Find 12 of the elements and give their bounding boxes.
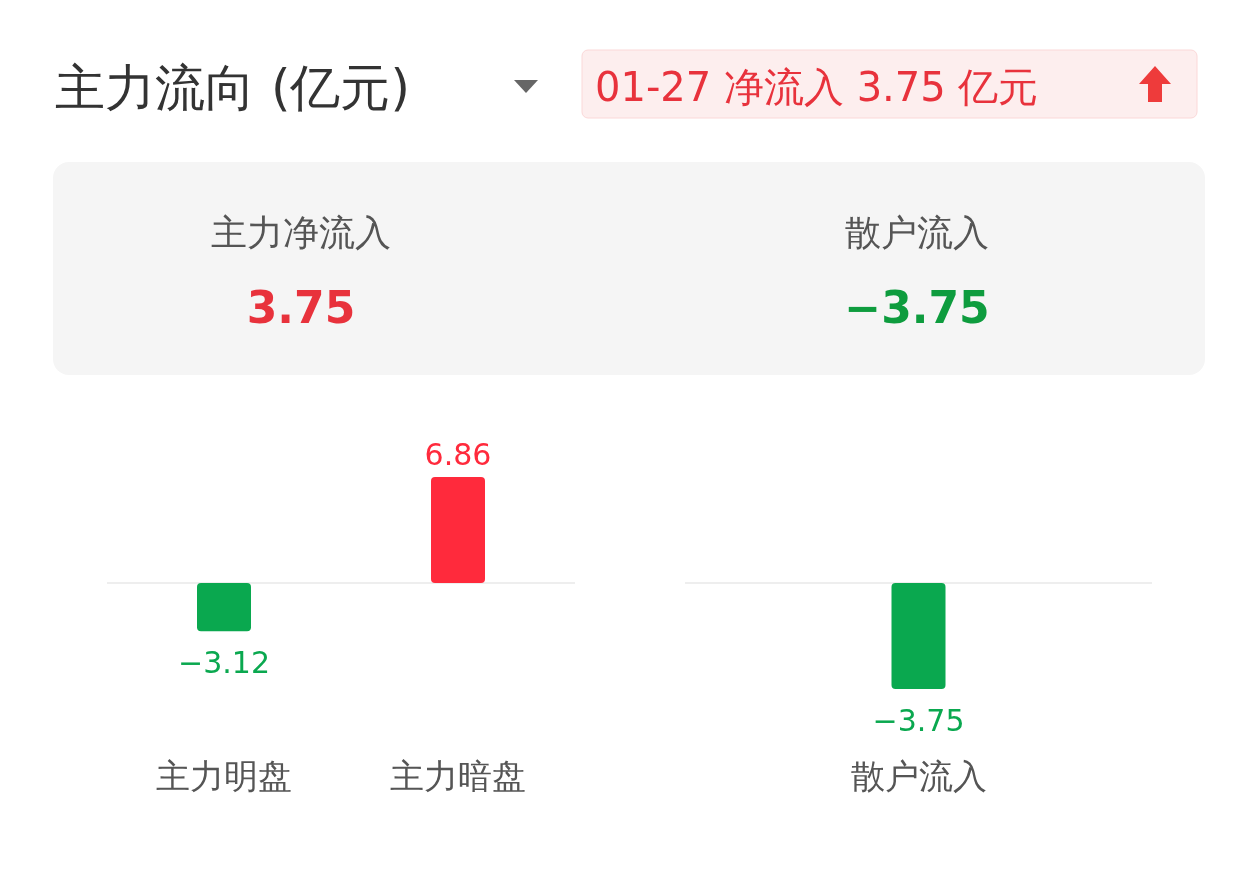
data-label: −3.12 bbox=[178, 645, 270, 681]
data-label: 3.75 bbox=[246, 282, 356, 333]
text: 01-27 净流入 3.75 亿元 bbox=[595, 64, 1039, 110]
text: 主力流向 (亿元) bbox=[55, 59, 410, 117]
data-label: −3.75 bbox=[872, 703, 965, 738]
data-label: −3.75 bbox=[844, 282, 990, 333]
x-tick-label: 散户流入 bbox=[850, 756, 987, 796]
x-tick-label: 主力暗盘 bbox=[390, 756, 526, 796]
category-label: 主力净流入 bbox=[211, 212, 391, 253]
data-label: 6.86 bbox=[424, 437, 492, 472]
category-label: 散户流入 bbox=[845, 212, 989, 253]
x-tick-label: 主力明盘 bbox=[156, 756, 292, 796]
